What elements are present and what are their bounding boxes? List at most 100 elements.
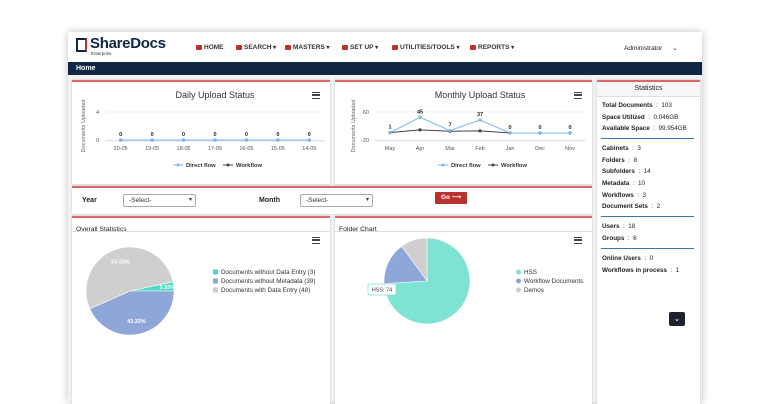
x-tick-label: 19-05	[145, 146, 159, 152]
point	[478, 118, 482, 122]
stat-row: Folders : 8	[602, 156, 638, 164]
data-label: 0	[151, 132, 154, 138]
year-select-text: -Select-	[129, 197, 152, 204]
data-label: 0	[119, 132, 122, 138]
year-select[interactable]: -Select-	[123, 194, 196, 207]
overall-panel: Overall Statistics 3.33% Documents withou…	[72, 216, 330, 404]
x-tick-label: Jan	[506, 146, 515, 152]
data-label: 0	[182, 132, 185, 138]
statistics-panel: Statistics Total Documents : 103 Space Ut…	[597, 80, 700, 404]
panel-header: Folder Chart	[335, 218, 592, 233]
slice-label: 3.33%	[159, 285, 175, 291]
x-tick-label: 15-05	[271, 146, 285, 152]
stat-row: Groups : 6	[602, 234, 637, 242]
stat-row: Workflows : 3	[602, 191, 646, 199]
stat-value: 3	[642, 191, 646, 199]
legend-label: HSS	[524, 269, 537, 276]
point	[538, 131, 542, 135]
legend-label: Documents without Metadata (39)	[221, 278, 316, 285]
user-name[interactable]: Administrator	[624, 45, 663, 52]
user-menu[interactable]: Administrator ⌄	[624, 45, 678, 52]
data-label: 45	[417, 109, 423, 115]
point	[418, 115, 422, 119]
stat-value: 18	[628, 223, 636, 231]
data-label: 0	[508, 125, 511, 131]
go-button[interactable]: Go ⟶	[435, 192, 467, 204]
point	[568, 131, 572, 135]
overall-chart: 3.33% Documents without Data Entry (3) 43.…	[85, 246, 316, 336]
legend-swatch	[213, 269, 218, 275]
point	[150, 138, 154, 142]
data-label: 0	[308, 132, 311, 138]
chart-menu[interactable]	[574, 237, 582, 244]
stat-label: Groups	[602, 234, 625, 242]
stat-row: Total Documents : 103	[602, 102, 672, 109]
x-tick-label: 20-05	[114, 146, 128, 152]
panel-title: Folder Chart	[339, 226, 377, 233]
stat-value: 6	[633, 234, 637, 242]
menu-item[interactable]: HOME	[196, 44, 224, 51]
daily-panel: Daily Upload Status Documents Uploaded 0 4 2…	[72, 80, 330, 184]
menu-item[interactable]: REPORTS	[470, 44, 514, 51]
month-label: Month	[259, 197, 280, 204]
menu-item[interactable]: SEARCH	[236, 44, 276, 51]
stat-row: Subfolders : 14	[602, 168, 651, 176]
year-label: Year	[82, 197, 97, 204]
data-label: 0	[568, 125, 571, 131]
data-label: 0	[245, 132, 248, 138]
month-select-text: -Select-	[306, 197, 329, 204]
logo-icon	[76, 38, 87, 52]
logo-sub: Enterprise	[91, 51, 112, 56]
legend-dot	[176, 163, 180, 167]
panel-header: Overall Statistics	[72, 218, 330, 233]
stat-row: Online Users : 0	[602, 255, 654, 263]
point	[276, 138, 280, 142]
scroll-button[interactable]: ⌄	[669, 312, 685, 326]
monthly-panel: Monthly Upload Status Documents Uploaded -…	[335, 80, 592, 184]
daily-chart: Daily Upload Status Documents Uploaded 0 4 2…	[81, 90, 325, 169]
separator	[601, 215, 694, 218]
stat-value: 99.954GB	[658, 125, 687, 133]
menu-item[interactable]: UTILITIES/TOOLS	[392, 44, 459, 51]
chart-menu[interactable]	[312, 92, 320, 99]
breadcrumb-bar: Home	[68, 62, 702, 75]
menu-item[interactable]: MASTERS	[285, 44, 329, 51]
point	[244, 138, 249, 142]
logo[interactable]: ShareDocs	[90, 35, 166, 52]
stat-value: 0.046GB	[653, 113, 679, 121]
chart-menu[interactable]	[574, 92, 582, 99]
breadcrumb[interactable]: Home	[76, 65, 96, 72]
data-label: 0	[213, 132, 216, 138]
stat-value: 2	[656, 203, 661, 211]
data-label: 37	[477, 112, 483, 118]
month-select[interactable]: -Select-	[300, 194, 373, 207]
point	[448, 128, 452, 133]
legend-label: Workflow	[501, 163, 527, 169]
slice-label: 53.33%	[111, 260, 130, 266]
stat-label: Document Sets	[602, 203, 648, 211]
x-tick-label: 16-05	[239, 146, 253, 152]
y-tick-label: 60	[363, 110, 369, 116]
stat-value: 14	[643, 168, 651, 176]
go-text[interactable]: Go	[441, 194, 451, 201]
pie-slice	[89, 290, 175, 336]
stat-label: Users	[602, 223, 620, 231]
stat-value: 8	[633, 156, 638, 164]
stat-value: 103	[661, 102, 672, 109]
point	[213, 138, 217, 142]
point	[478, 129, 482, 133]
menu-item[interactable]: SET UP	[342, 44, 378, 51]
legend-swatch	[516, 269, 521, 275]
stat-value: 1	[675, 266, 680, 274]
filter-bar: Year -Select- Month -Select- Go ⟶	[72, 186, 592, 214]
legend-label: Workflow Documents	[524, 278, 583, 285]
legend-label: Demos	[524, 287, 544, 294]
separator	[601, 247, 694, 250]
y-axis-label: Documents Uploaded	[81, 100, 87, 153]
stat-label: Subfolders	[602, 168, 635, 176]
chart-menu[interactable]	[312, 237, 320, 244]
stats-title: Statistics	[597, 82, 700, 97]
data-label: 1	[388, 125, 391, 131]
legend-swatch	[516, 278, 521, 284]
